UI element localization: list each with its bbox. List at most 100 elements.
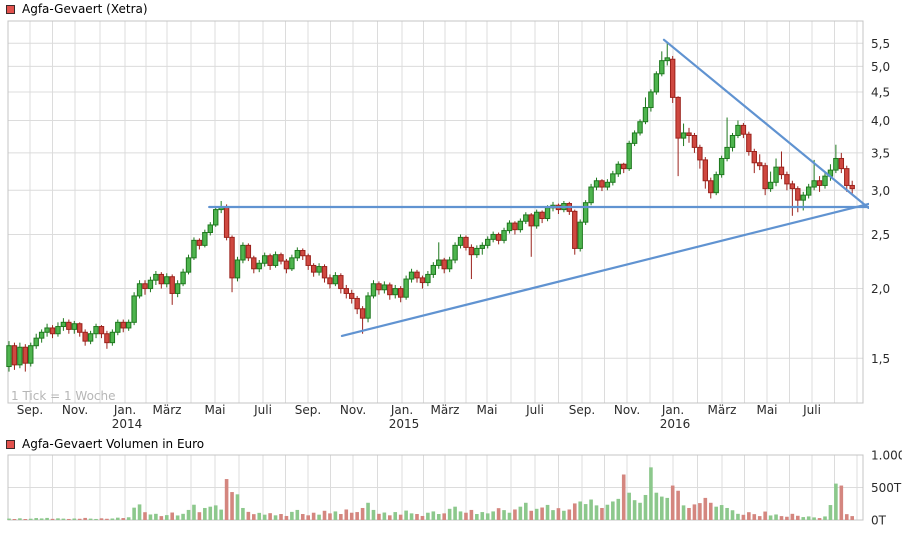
candle xyxy=(104,333,110,344)
candle xyxy=(833,157,839,171)
volume-bar xyxy=(475,514,479,520)
volume-bar xyxy=(491,511,495,520)
candle xyxy=(164,276,170,285)
volume-bar xyxy=(518,506,523,520)
price-tick-label: 5,5 xyxy=(871,37,890,51)
volume-bar xyxy=(834,483,838,520)
candle xyxy=(267,255,273,266)
month-tick-label: Nov. xyxy=(340,403,366,417)
candle xyxy=(517,220,524,231)
volume-bar xyxy=(529,510,534,520)
month-tick-label: Mai xyxy=(204,403,225,417)
month-tick-label: Sep. xyxy=(17,403,43,417)
volume-bar xyxy=(464,512,468,520)
month-tick-label: März xyxy=(153,403,182,417)
volume-bar xyxy=(551,510,555,520)
volume-bar xyxy=(785,516,789,520)
volume-bar xyxy=(540,507,544,520)
volume-bar xyxy=(203,507,207,520)
volume-bar xyxy=(121,518,126,520)
candle xyxy=(327,277,333,285)
candle xyxy=(125,321,132,329)
volume-bar xyxy=(741,514,746,520)
candle xyxy=(811,180,817,188)
volume-series-legend: Agfa-Gevaert Volumen in Euro xyxy=(6,438,204,450)
volume-bar xyxy=(513,509,517,520)
volume-bar xyxy=(77,518,82,520)
candle xyxy=(180,271,186,285)
volume-bar xyxy=(290,511,294,520)
candle xyxy=(746,133,752,152)
candle xyxy=(729,135,736,148)
volume-bar xyxy=(817,518,822,520)
volume-bar xyxy=(148,514,153,520)
candle xyxy=(261,255,268,264)
candle xyxy=(38,331,45,339)
volume-bar xyxy=(268,513,272,520)
candle xyxy=(158,273,165,285)
candle xyxy=(425,273,431,284)
candle xyxy=(718,157,725,176)
candle xyxy=(430,264,437,275)
candle xyxy=(316,266,322,273)
candle xyxy=(680,132,687,139)
volume-bar xyxy=(224,479,229,520)
candle xyxy=(452,244,458,261)
volume-tick-label: 500T xyxy=(871,481,902,495)
candle xyxy=(849,184,855,190)
volume-bar xyxy=(480,512,485,520)
volume-bar xyxy=(333,511,338,520)
volume-bar xyxy=(725,507,729,520)
volume-color-marker-icon xyxy=(6,439,15,449)
volume-bar xyxy=(453,506,457,520)
volume-bar xyxy=(681,505,686,520)
candle xyxy=(653,73,660,93)
volume-bar xyxy=(431,511,436,520)
volume-bar xyxy=(844,514,849,520)
volume-bar xyxy=(796,515,800,520)
volume-bar xyxy=(18,518,22,520)
candle xyxy=(49,327,56,335)
price-series-legend: Agfa-Gevaert (Xetra) xyxy=(6,3,148,15)
volume-bar xyxy=(823,516,827,520)
volume-bar xyxy=(241,507,245,520)
candle xyxy=(77,323,83,333)
volume-bar xyxy=(436,514,441,520)
candle xyxy=(501,230,507,241)
candle xyxy=(490,233,496,240)
volume-bar xyxy=(562,510,566,520)
candle xyxy=(71,323,77,330)
volume-bar xyxy=(502,510,506,520)
volume-bar xyxy=(583,504,588,520)
volume-bar xyxy=(67,518,71,520)
candle xyxy=(28,345,34,364)
volume-bar xyxy=(349,512,354,520)
candle xyxy=(251,257,257,270)
candle xyxy=(713,174,719,194)
volume-bar xyxy=(398,514,403,520)
candle xyxy=(593,180,600,188)
candle xyxy=(626,142,632,170)
volume-bar xyxy=(23,519,28,520)
volume-bar xyxy=(132,507,136,520)
volume-bar xyxy=(137,504,142,520)
candle xyxy=(403,278,409,298)
volume-bar xyxy=(388,515,392,520)
candle xyxy=(131,295,137,323)
month-tick-label: Nov. xyxy=(62,403,88,417)
volume-bar xyxy=(279,514,283,520)
candle xyxy=(528,214,534,227)
volume-bar xyxy=(88,518,93,520)
volume-bar xyxy=(39,518,44,520)
volume-bar xyxy=(213,505,218,520)
volume-bar xyxy=(246,511,251,520)
candle xyxy=(544,207,551,220)
volume-bar xyxy=(322,510,327,520)
candle xyxy=(60,321,67,328)
candle xyxy=(136,283,143,297)
volume-bar xyxy=(790,513,795,520)
volume-bar xyxy=(605,504,610,520)
volume-bar xyxy=(360,507,365,520)
candle xyxy=(82,331,88,342)
